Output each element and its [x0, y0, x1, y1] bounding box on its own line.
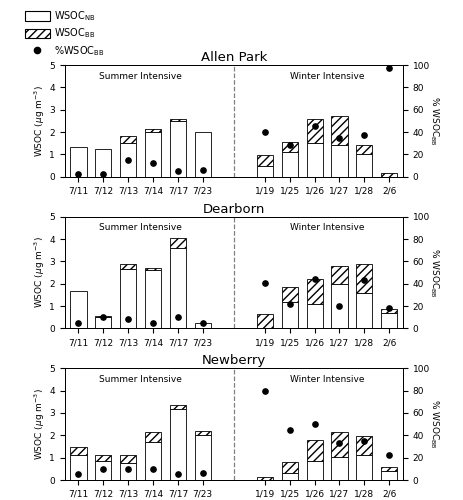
Bar — [194, 323, 211, 328]
Bar — [282, 462, 298, 473]
Bar — [356, 456, 372, 480]
Text: Summer Intensive: Summer Intensive — [99, 224, 182, 232]
Bar — [120, 264, 136, 269]
Bar — [381, 471, 397, 480]
Bar — [282, 474, 298, 480]
Text: Summer Intensive: Summer Intensive — [99, 72, 182, 80]
Text: Winter Intensive: Winter Intensive — [290, 224, 364, 232]
Title: Newberry: Newberry — [202, 354, 266, 367]
Bar — [307, 279, 323, 304]
Bar — [307, 118, 323, 143]
Bar — [170, 118, 186, 121]
Bar — [381, 174, 397, 176]
Bar — [332, 146, 348, 176]
Bar — [307, 440, 323, 461]
Y-axis label: WSOC ($\mu$g m$^{-3}$): WSOC ($\mu$g m$^{-3}$) — [32, 388, 47, 460]
Bar — [381, 312, 397, 328]
Text: Summer Intensive: Summer Intensive — [99, 375, 182, 384]
Bar — [170, 405, 186, 408]
Y-axis label: % WSOC$_\mathregular{BB}$: % WSOC$_\mathregular{BB}$ — [428, 400, 441, 449]
Bar — [170, 238, 186, 248]
Bar — [95, 149, 112, 176]
Bar — [120, 269, 136, 328]
Bar — [145, 432, 161, 442]
Bar — [332, 116, 348, 146]
Bar — [95, 461, 112, 480]
Bar — [257, 166, 273, 176]
Bar — [145, 132, 161, 176]
Bar — [194, 436, 211, 480]
Bar — [282, 152, 298, 176]
Bar — [332, 432, 348, 456]
Bar — [145, 270, 161, 328]
Bar — [145, 442, 161, 480]
Bar — [70, 146, 87, 176]
Y-axis label: WSOC ($\mu$g m$^{-3}$): WSOC ($\mu$g m$^{-3}$) — [32, 85, 47, 156]
Bar — [356, 264, 372, 292]
Bar — [332, 266, 348, 283]
Bar — [194, 431, 211, 436]
Bar — [356, 146, 372, 154]
Bar — [332, 284, 348, 329]
Bar — [356, 154, 372, 176]
Text: Winter Intensive: Winter Intensive — [290, 72, 364, 80]
Bar — [307, 304, 323, 328]
Bar — [170, 248, 186, 328]
Y-axis label: WSOC ($\mu$g m$^{-3}$): WSOC ($\mu$g m$^{-3}$) — [32, 236, 47, 308]
Bar — [194, 132, 211, 176]
Bar — [257, 156, 273, 166]
Bar — [381, 466, 397, 471]
Bar — [282, 302, 298, 328]
Bar — [120, 143, 136, 176]
Bar — [120, 456, 136, 463]
Bar — [120, 136, 136, 143]
Bar — [257, 314, 273, 328]
Bar — [120, 463, 136, 480]
Bar — [95, 316, 112, 317]
Bar — [307, 461, 323, 480]
Bar — [170, 408, 186, 480]
Bar — [282, 287, 298, 302]
Bar — [70, 446, 87, 456]
Bar — [307, 143, 323, 176]
Bar — [145, 128, 161, 132]
Legend: WSOC$_\mathregular{NB}$, WSOC$_\mathregular{BB}$, %WSOC$_\mathregular{BB}$: WSOC$_\mathregular{NB}$, WSOC$_\mathregu… — [23, 8, 107, 60]
Bar — [70, 292, 87, 329]
Bar — [381, 310, 397, 312]
Bar — [170, 121, 186, 176]
Title: Allen Park: Allen Park — [200, 51, 267, 64]
Bar — [356, 436, 372, 456]
Bar — [332, 456, 348, 480]
Bar — [95, 317, 112, 328]
Text: Winter Intensive: Winter Intensive — [290, 375, 364, 384]
Bar — [95, 456, 112, 461]
Bar — [70, 456, 87, 480]
Bar — [257, 476, 273, 480]
Y-axis label: % WSOC$_\mathregular{BB}$: % WSOC$_\mathregular{BB}$ — [428, 96, 441, 146]
Bar — [145, 268, 161, 270]
Bar — [356, 292, 372, 328]
Bar — [282, 142, 298, 152]
Y-axis label: % WSOC$_\mathregular{BB}$: % WSOC$_\mathregular{BB}$ — [428, 248, 441, 298]
Title: Dearborn: Dearborn — [203, 202, 265, 215]
